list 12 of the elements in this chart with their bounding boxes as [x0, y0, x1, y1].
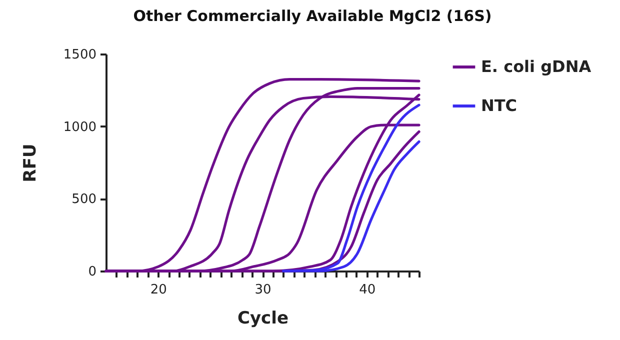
chart-title: Other Commercially Available MgCl2 (16S) — [133, 7, 492, 25]
x-tick-label: 40 — [359, 282, 376, 298]
y-axis-title: RFU — [20, 144, 40, 182]
legend-label: E. coli gDNA — [481, 57, 592, 76]
x-tick-label: 30 — [254, 282, 272, 298]
y-tick-label: 500 — [72, 192, 96, 208]
legend-label: NTC — [481, 96, 518, 115]
y-tick-label: 1500 — [63, 48, 96, 62]
y-tick-label: 1000 — [63, 120, 96, 135]
x-axis-title: Cycle — [238, 308, 288, 328]
x-tick-label: 20 — [150, 282, 167, 298]
y-tick-label: 0 — [88, 264, 96, 280]
